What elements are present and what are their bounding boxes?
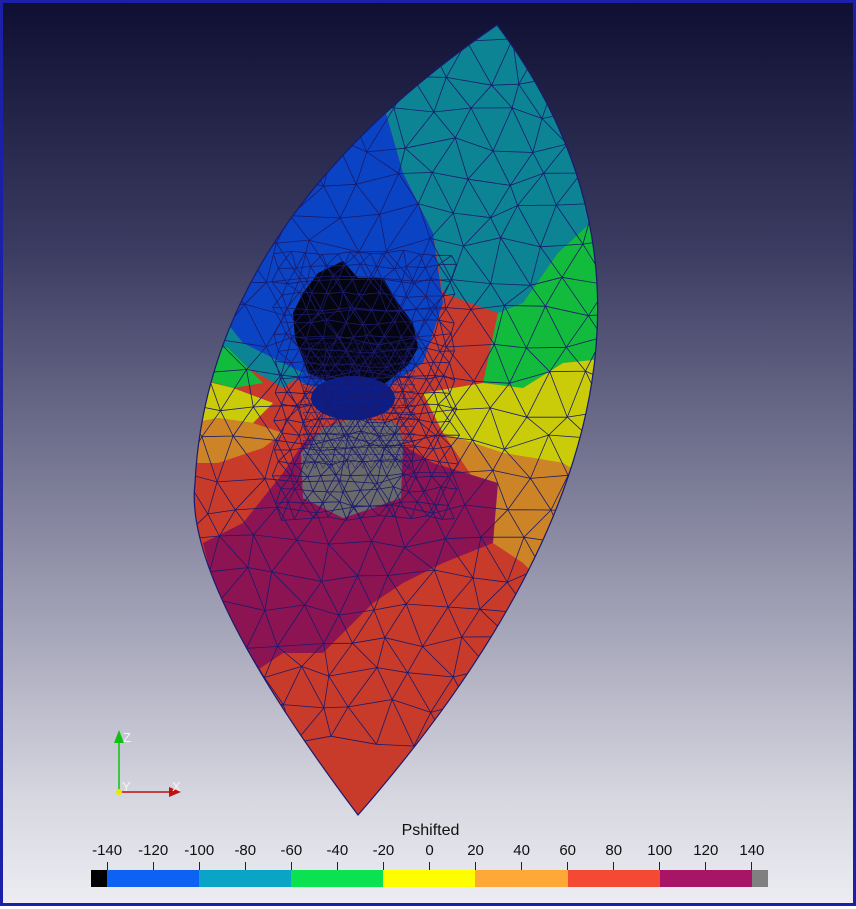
region-yellow-right bbox=[423, 323, 598, 498]
scalar-bar-tick-mark bbox=[751, 862, 753, 870]
region-green-right bbox=[483, 193, 598, 388]
x-axis-label: X bbox=[172, 779, 181, 794]
scalar-bar-tick-mark bbox=[198, 862, 200, 870]
scalar-bar-tick-mark bbox=[475, 862, 477, 870]
scalar-bar-tick-mark bbox=[336, 862, 338, 870]
scalar-bar-tick-mark bbox=[106, 862, 108, 870]
scalar-bar-title: Pshifted bbox=[401, 822, 460, 839]
scalar-bar-tick-mark bbox=[152, 862, 154, 870]
scalar-bar-tick-mark bbox=[659, 862, 661, 870]
x-axis-arrow bbox=[169, 787, 181, 797]
scalar-bar-tick-mark bbox=[290, 862, 292, 870]
scalar-bar-band bbox=[567, 870, 660, 887]
y-axis-point bbox=[116, 789, 122, 795]
scalar-bar-tick-label: 40 bbox=[513, 842, 530, 859]
scalar-bar-tick-label: -80 bbox=[234, 842, 257, 859]
scalar-bar-tick-label: 60 bbox=[559, 842, 576, 859]
scalar-bar-tick-mark bbox=[244, 862, 246, 870]
mesh-render[interactable] bbox=[3, 3, 856, 909]
scalar-bar-tick-label: -40 bbox=[326, 842, 349, 859]
scalar-bar-band bbox=[659, 870, 752, 887]
y-axis-label: Y bbox=[122, 779, 131, 794]
scalar-bar[interactable] bbox=[91, 870, 768, 887]
region-magenta bbox=[203, 423, 498, 673]
scalar-bar-tick-label: 0 bbox=[425, 842, 434, 859]
scalar-bar-tick-label: -140 bbox=[92, 842, 123, 859]
scalar-bar-band bbox=[475, 870, 568, 887]
scalar-bar-band bbox=[751, 870, 768, 887]
scalar-bar-tick-label: -120 bbox=[138, 842, 169, 859]
scalar-bar-tick-mark bbox=[382, 862, 384, 870]
scalar-bar-tick-label: -20 bbox=[372, 842, 395, 859]
scalar-bar-band bbox=[383, 870, 476, 887]
scalar-bar-tick-label: -100 bbox=[184, 842, 215, 859]
scalar-bar-tick-mark bbox=[521, 862, 523, 870]
region-teal-left bbox=[203, 293, 303, 388]
scalar-bar-tick-mark bbox=[613, 862, 615, 870]
domain-boundary bbox=[193, 24, 599, 816]
scalar-bar-tick-label: 100 bbox=[647, 842, 673, 859]
scalar-bar-tick-label: 80 bbox=[605, 842, 623, 859]
z-axis-arrow bbox=[114, 730, 124, 743]
scalar-bar-tick-label: 140 bbox=[739, 842, 765, 859]
region-teal bbox=[343, 25, 598, 313]
region-orange-left bbox=[194, 418, 283, 463]
scalar-bar-band bbox=[199, 870, 292, 887]
scalar-bar-tick-mark bbox=[429, 862, 430, 870]
mesh-edges bbox=[194, 25, 598, 749]
z-axis-label: Z bbox=[123, 730, 131, 745]
scalar-bar-tick-label: 20 bbox=[467, 842, 484, 859]
scalar-bar-tick-label: -60 bbox=[280, 842, 303, 859]
scalar-bar-band bbox=[107, 870, 200, 887]
scalar-bar-band bbox=[291, 870, 384, 887]
orientation-axes: Z Y X bbox=[114, 730, 181, 797]
scalar-bar-tick-mark bbox=[567, 862, 569, 870]
scalar-bar-tick-label: 120 bbox=[693, 842, 719, 859]
scalar-bar-tick-mark bbox=[705, 862, 707, 870]
scalar-bar-band bbox=[91, 870, 108, 887]
